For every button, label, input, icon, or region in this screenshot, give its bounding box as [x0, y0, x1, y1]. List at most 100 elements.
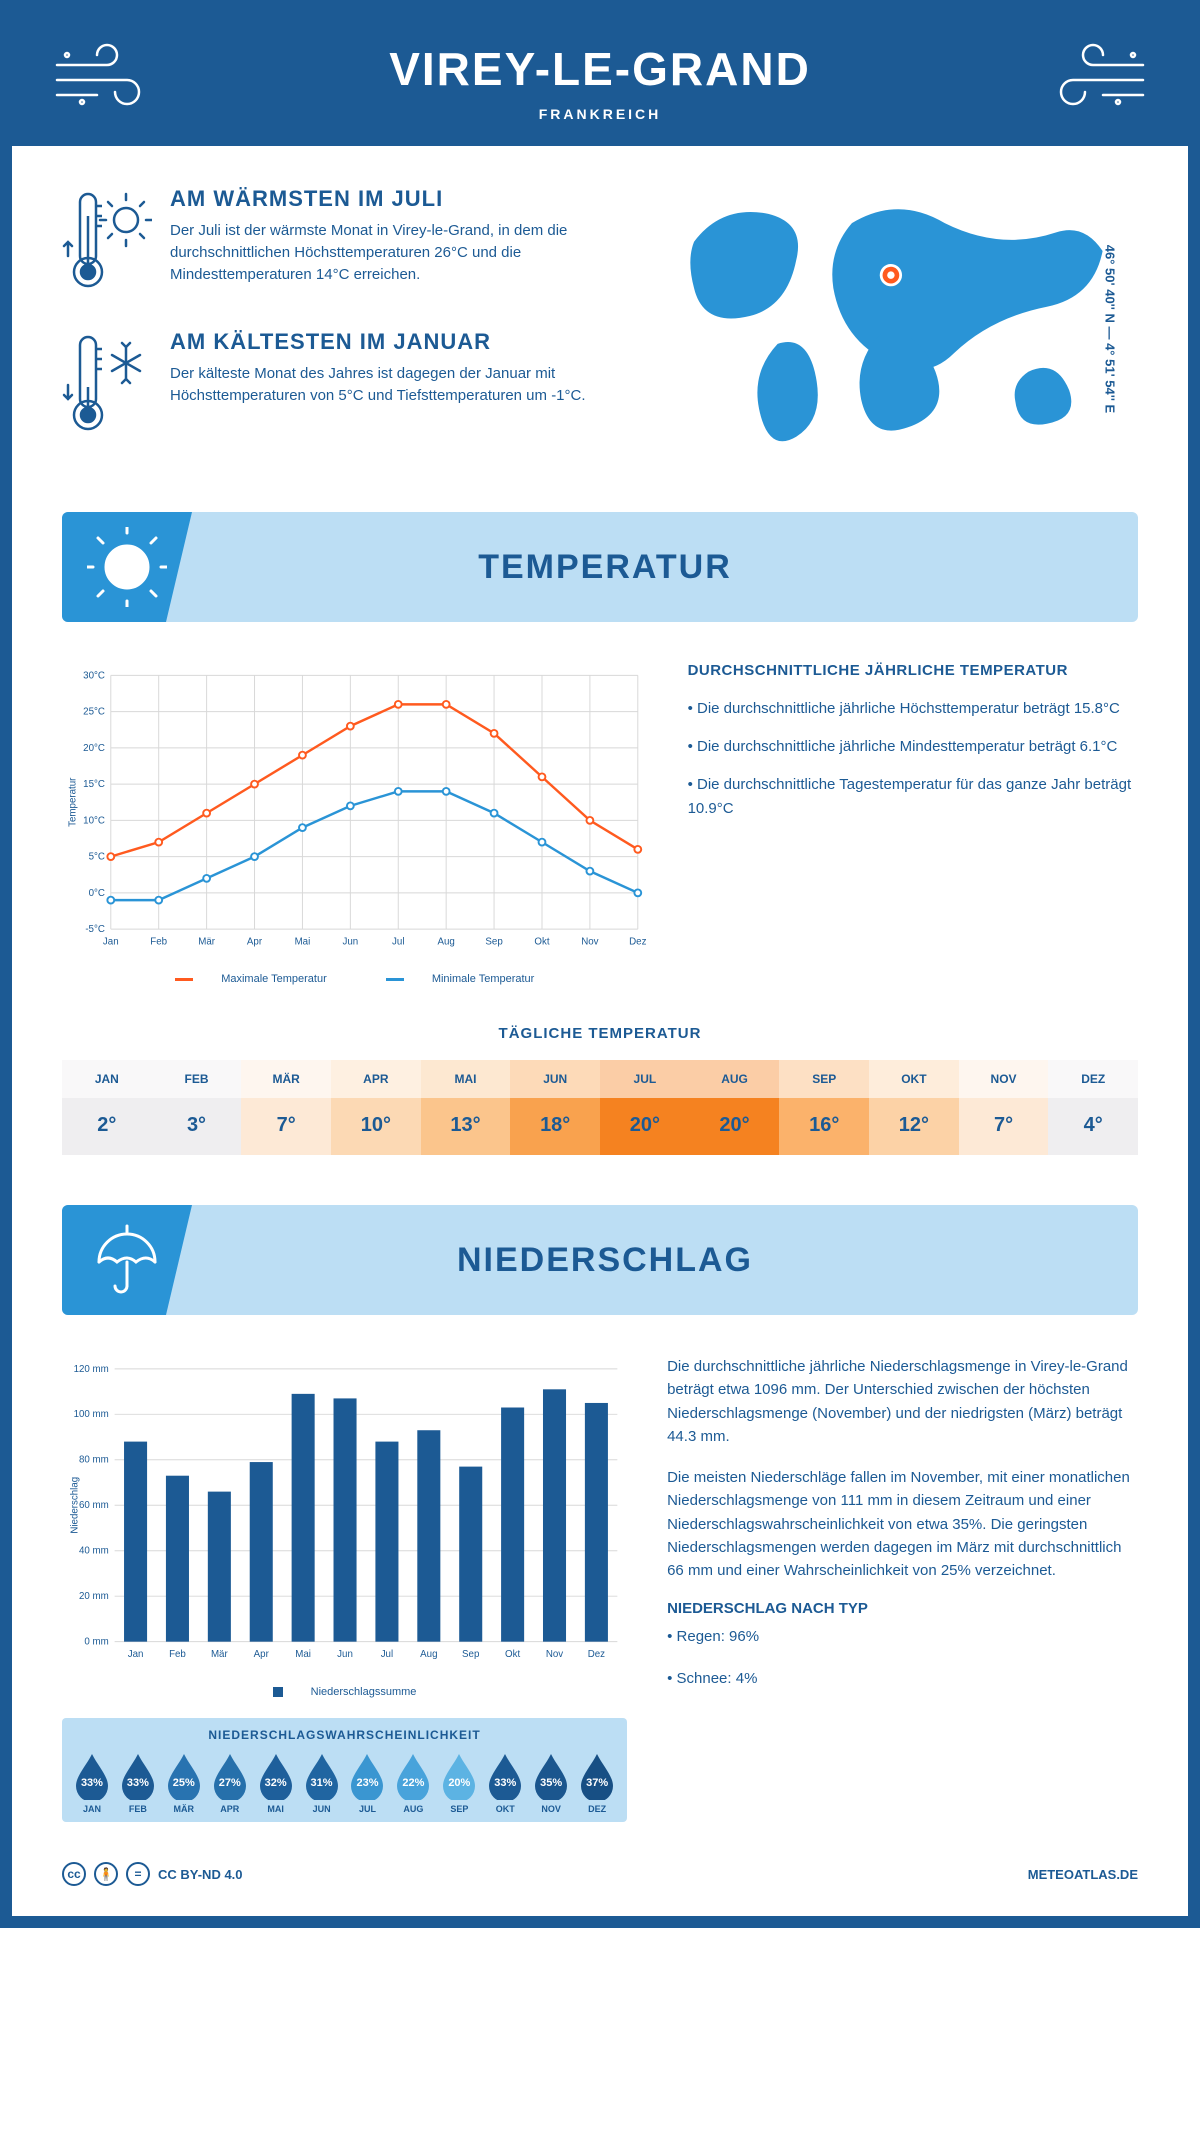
- svg-text:Jun: Jun: [342, 937, 358, 948]
- svg-text:120 mm: 120 mm: [74, 1364, 109, 1375]
- prob-cell: 35%NOV: [529, 1752, 573, 1814]
- prob-cell: 37%DEZ: [575, 1752, 619, 1814]
- svg-text:Aug: Aug: [437, 937, 454, 948]
- temp-bullet: • Die durchschnittliche jährliche Mindes…: [688, 735, 1138, 759]
- precip-type-title: NIEDERSCHLAG NACH TYP: [667, 1600, 1138, 1617]
- svg-text:20°C: 20°C: [83, 743, 105, 754]
- svg-text:20 mm: 20 mm: [79, 1591, 109, 1602]
- svg-text:Mär: Mär: [198, 937, 216, 948]
- svg-text:Nov: Nov: [581, 937, 598, 948]
- cc-icon: cc: [62, 1862, 86, 1886]
- prob-cell: 33%FEB: [116, 1752, 160, 1814]
- svg-text:30°C: 30°C: [83, 670, 105, 681]
- svg-text:0 mm: 0 mm: [84, 1637, 108, 1648]
- wind-icon: [52, 40, 162, 110]
- fact-text: Der kälteste Monat des Jahres ist dagege…: [170, 363, 610, 407]
- svg-text:Sep: Sep: [485, 937, 503, 948]
- daily-temp-cell: MAI13°: [421, 1060, 511, 1155]
- prob-cell: 33%OKT: [483, 1752, 527, 1814]
- daily-temp-cell: DEZ4°: [1048, 1060, 1138, 1155]
- by-icon: 🧍: [94, 1862, 118, 1886]
- prob-cell: 20%SEP: [437, 1752, 481, 1814]
- prob-cell: 33%JAN: [70, 1752, 114, 1814]
- svg-text:Okt: Okt: [534, 937, 549, 948]
- precip-probability-panel: NIEDERSCHLAGSWAHRSCHEINLICHKEIT 33%JAN33…: [62, 1718, 627, 1822]
- svg-text:Dez: Dez: [629, 937, 646, 948]
- prob-cell: 25%MÄR: [162, 1752, 206, 1814]
- fact-title: AM WÄRMSTEN IM JULI: [170, 186, 610, 212]
- umbrella-icon: [89, 1222, 165, 1298]
- daily-temp-cell: NOV7°: [959, 1060, 1049, 1155]
- svg-text:15°C: 15°C: [83, 779, 105, 790]
- daily-temp-cell: SEP16°: [779, 1060, 869, 1155]
- prob-title: NIEDERSCHLAGSWAHRSCHEINLICHKEIT: [70, 1728, 619, 1742]
- svg-text:Jul: Jul: [381, 1649, 393, 1660]
- site-label: METEOATLAS.DE: [1028, 1867, 1138, 1882]
- fact-title: AM KÄLTESTEN IM JANUAR: [170, 329, 610, 355]
- legend-max: Maximale Temperatur: [221, 973, 327, 985]
- prob-cell: 22%AUG: [391, 1752, 435, 1814]
- svg-text:60 mm: 60 mm: [79, 1500, 109, 1511]
- license-label: CC BY-ND 4.0: [158, 1867, 243, 1882]
- svg-text:Niederschlag: Niederschlag: [70, 1477, 81, 1534]
- svg-text:40 mm: 40 mm: [79, 1546, 109, 1557]
- legend-min: Minimale Temperatur: [432, 973, 535, 985]
- coordinates-label: 46° 50' 40'' N — 4° 51' 54'' E: [1102, 245, 1117, 413]
- daily-temp-cell: APR10°: [331, 1060, 421, 1155]
- svg-text:Jan: Jan: [128, 1649, 144, 1660]
- svg-text:80 mm: 80 mm: [79, 1455, 109, 1466]
- daily-temp-cell: FEB3°: [152, 1060, 242, 1155]
- section-title: TEMPERATUR: [192, 548, 1138, 587]
- thermometer-sun-icon: [62, 186, 152, 296]
- world-map-icon: [640, 186, 1138, 446]
- svg-text:-5°C: -5°C: [85, 924, 105, 935]
- wind-icon: [1038, 40, 1148, 110]
- daily-temp-cell: JUN18°: [510, 1060, 600, 1155]
- temp-bullet: • Die durchschnittliche jährliche Höchst…: [688, 697, 1138, 721]
- temp-summary-title: DURCHSCHNITTLICHE JÄHRLICHE TEMPERATUR: [688, 662, 1138, 679]
- svg-text:Jan: Jan: [103, 937, 119, 948]
- fact-warmest: AM WÄRMSTEN IM JULI Der Juli ist der wär…: [62, 186, 610, 301]
- svg-text:Aug: Aug: [420, 1649, 437, 1660]
- nd-icon: =: [126, 1862, 150, 1886]
- section-banner-precipitation: NIEDERSCHLAG: [62, 1205, 1138, 1315]
- precip-paragraph: Die durchschnittliche jährliche Niedersc…: [667, 1355, 1138, 1448]
- page-title: VIREY-LE-GRAND: [12, 42, 1188, 96]
- svg-text:Okt: Okt: [505, 1649, 520, 1660]
- precip-type-bullet: • Regen: 96%: [667, 1625, 1138, 1648]
- daily-temp-title: TÄGLICHE TEMPERATUR: [62, 1025, 1138, 1042]
- precipitation-bar-chart: 0 mm 20 mm 40 mm 60 mm 80 mm 100 mm 120 mm Jan F…: [62, 1355, 627, 1698]
- daily-temp-cell: OKT12°: [869, 1060, 959, 1155]
- svg-text:Mai: Mai: [295, 1649, 311, 1660]
- daily-temp-cell: MÄR7°: [241, 1060, 331, 1155]
- svg-text:Temperatur: Temperatur: [68, 777, 79, 827]
- svg-text:Nov: Nov: [546, 1649, 563, 1660]
- section-banner-temperature: TEMPERATUR: [62, 512, 1138, 622]
- svg-text:0°C: 0°C: [89, 888, 105, 899]
- footer: cc 🧍 = CC BY-ND 4.0 METEOATLAS.DE: [62, 1862, 1138, 1886]
- svg-text:Jul: Jul: [392, 937, 404, 948]
- svg-text:Mär: Mär: [211, 1649, 229, 1660]
- svg-text:Feb: Feb: [169, 1649, 186, 1660]
- prob-cell: 32%MAI: [254, 1752, 298, 1814]
- svg-text:Mai: Mai: [295, 937, 311, 948]
- thermometer-snow-icon: [62, 329, 152, 439]
- prob-cell: 23%JUL: [346, 1752, 390, 1814]
- svg-text:25°C: 25°C: [83, 707, 105, 718]
- prob-cell: 31%JUN: [300, 1752, 344, 1814]
- daily-temp-cell: JAN2°: [62, 1060, 152, 1155]
- svg-text:Apr: Apr: [247, 937, 263, 948]
- precip-type-bullet: • Schnee: 4%: [667, 1667, 1138, 1690]
- temp-bullet: • Die durchschnittliche Tagestemperatur …: [688, 773, 1138, 821]
- svg-text:100 mm: 100 mm: [74, 1409, 109, 1420]
- prob-cell: 27%APR: [208, 1752, 252, 1814]
- fact-text: Der Juli ist der wärmste Monat in Virey-…: [170, 220, 610, 285]
- svg-text:10°C: 10°C: [83, 815, 105, 826]
- sun-icon: [87, 527, 167, 607]
- svg-text:Dez: Dez: [588, 1649, 605, 1660]
- svg-text:Sep: Sep: [462, 1649, 479, 1660]
- daily-temp-cell: JUL20°: [600, 1060, 690, 1155]
- precip-paragraph: Die meisten Niederschläge fallen im Nove…: [667, 1466, 1138, 1582]
- daily-temp-table: JAN2°FEB3°MÄR7°APR10°MAI13°JUN18°JUL20°A…: [62, 1060, 1138, 1155]
- temperature-line-chart: -5°C0°C5°C10°C15°C20°C25°C30°CJanFebMärA…: [62, 662, 648, 985]
